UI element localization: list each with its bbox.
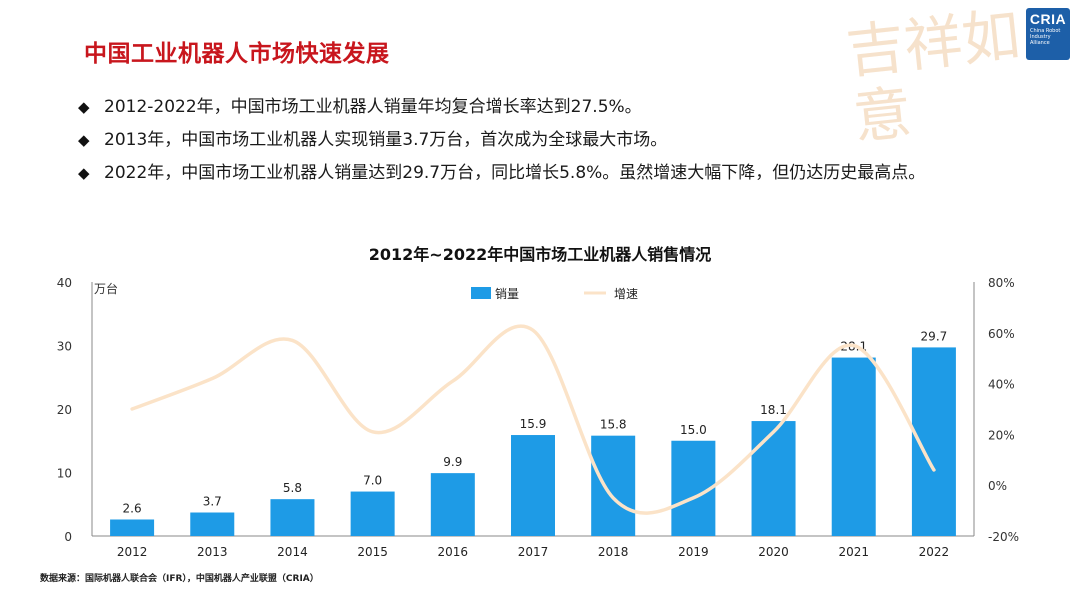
x-tick-label: 2019 — [678, 545, 709, 559]
x-tick-label: 2016 — [438, 545, 469, 559]
bullet-item: ◆ 2012-2022年，中国市场工业机器人销量年均复合增长率达到27.5%。 — [78, 92, 1038, 122]
x-tick-label: 2014 — [277, 545, 308, 559]
decorative-calligraphy: 吉祥如意 — [843, 0, 1024, 153]
bar — [511, 435, 555, 536]
diamond-bullet-icon: ◆ — [78, 131, 90, 149]
y2-tick-label: 0% — [988, 479, 1007, 493]
bullet-item: ◆ 2013年，中国市场工业机器人实现销量3.7万台，首次成为全球最大市场。 — [78, 125, 1038, 155]
legend-label-line: 增速 — [614, 287, 638, 301]
chart-container: 2012年~2022年中国市场工业机器人销售情况 0 10 20 30 40 万台 -20% 0… — [0, 230, 1080, 580]
slide-title: 中国工业机器人市场快速发展 — [84, 41, 390, 67]
bullet-list: ◆ 2012-2022年，中国市场工业机器人销量年均复合增长率达到27.5%。 … — [78, 92, 1038, 191]
logo-name: CRIA — [1029, 11, 1067, 27]
bullet-item: ◆ 2022年，中国市场工业机器人销量达到29.7万台，同比增长5.8%。虽然增… — [78, 158, 1038, 188]
legend-label-bar: 销量 — [495, 287, 519, 301]
y2-tick-label: 60% — [988, 327, 1015, 341]
sales-chart: 2012年~2022年中国市场工业机器人销售情况 0 10 20 30 40 万台 -20% 0… — [57, 245, 1019, 559]
y2-tick-label: 80% — [988, 276, 1015, 290]
y2-tick-label: 40% — [988, 378, 1015, 392]
data-source: 数据来源：国际机器人联合会（IFR），中国机器人产业联盟（CRIA） — [40, 574, 319, 584]
bullet-text: 2022年，中国市场工业机器人销量达到29.7万台，同比增长5.8%。虽然增速大… — [104, 163, 926, 183]
x-tick-label: 2017 — [518, 545, 549, 559]
x-tick-label: 2021 — [838, 545, 869, 559]
bar-value-label: 2.6 — [123, 501, 142, 515]
chart-title: 2012年~2022年中国市场工业机器人销售情况 — [369, 245, 711, 264]
y2-tick-label: 20% — [988, 428, 1015, 442]
x-tick-label: 2015 — [357, 545, 388, 559]
x-tick-label: 2013 — [197, 545, 228, 559]
bar — [591, 435, 636, 536]
x-tick-label: 2018 — [598, 545, 629, 559]
cria-logo: CRIA China Robot Industry Alliance — [1026, 8, 1070, 60]
y-tick-label: 0 — [64, 530, 72, 544]
logo-subtitle: China Robot Industry Alliance — [1030, 28, 1061, 46]
bullet-text: 2012-2022年，中国市场工业机器人销量年均复合增长率达到27.5%。 — [104, 97, 642, 117]
bar-value-label: 15.0 — [680, 423, 707, 437]
x-tick-label: 2020 — [758, 545, 789, 559]
y-tick-label: 20 — [57, 403, 72, 417]
growth-line — [130, 324, 936, 515]
y-tick-label: 30 — [57, 340, 72, 354]
diamond-bullet-icon: ◆ — [78, 98, 90, 116]
bar — [350, 491, 395, 536]
logo-area: 吉祥如意 CRIA China Robot Industry Alliance — [843, 1, 1074, 156]
bar-value-label: 3.7 — [203, 495, 222, 509]
bar-value-label: 15.9 — [520, 417, 547, 431]
bullet-text: 2013年，中国市场工业机器人实现销量3.7万台，首次成为全球最大市场。 — [104, 130, 668, 150]
bar-value-label: 15.8 — [600, 418, 627, 432]
bar — [430, 473, 475, 536]
bar — [270, 499, 315, 536]
bar-value-label: 5.8 — [283, 481, 302, 495]
bar — [751, 421, 796, 536]
bar-value-label: 18.1 — [760, 403, 787, 417]
y2-tick-label: -20% — [988, 530, 1019, 544]
bar — [831, 357, 876, 536]
bar — [190, 512, 235, 536]
diamond-bullet-icon: ◆ — [78, 164, 90, 182]
y-tick-label: 40 — [57, 276, 72, 290]
y-tick-label: 10 — [57, 467, 72, 481]
x-tick-label: 2022 — [919, 545, 950, 559]
x-tick-label: 2012 — [117, 545, 148, 559]
bar-value-label: 7.0 — [363, 474, 382, 488]
legend-swatch-bar — [471, 287, 491, 299]
y-axis-unit: 万台 — [94, 281, 118, 296]
bar — [110, 519, 155, 536]
bar-value-label: 29.7 — [921, 329, 948, 343]
bar-value-label: 9.9 — [443, 455, 462, 469]
